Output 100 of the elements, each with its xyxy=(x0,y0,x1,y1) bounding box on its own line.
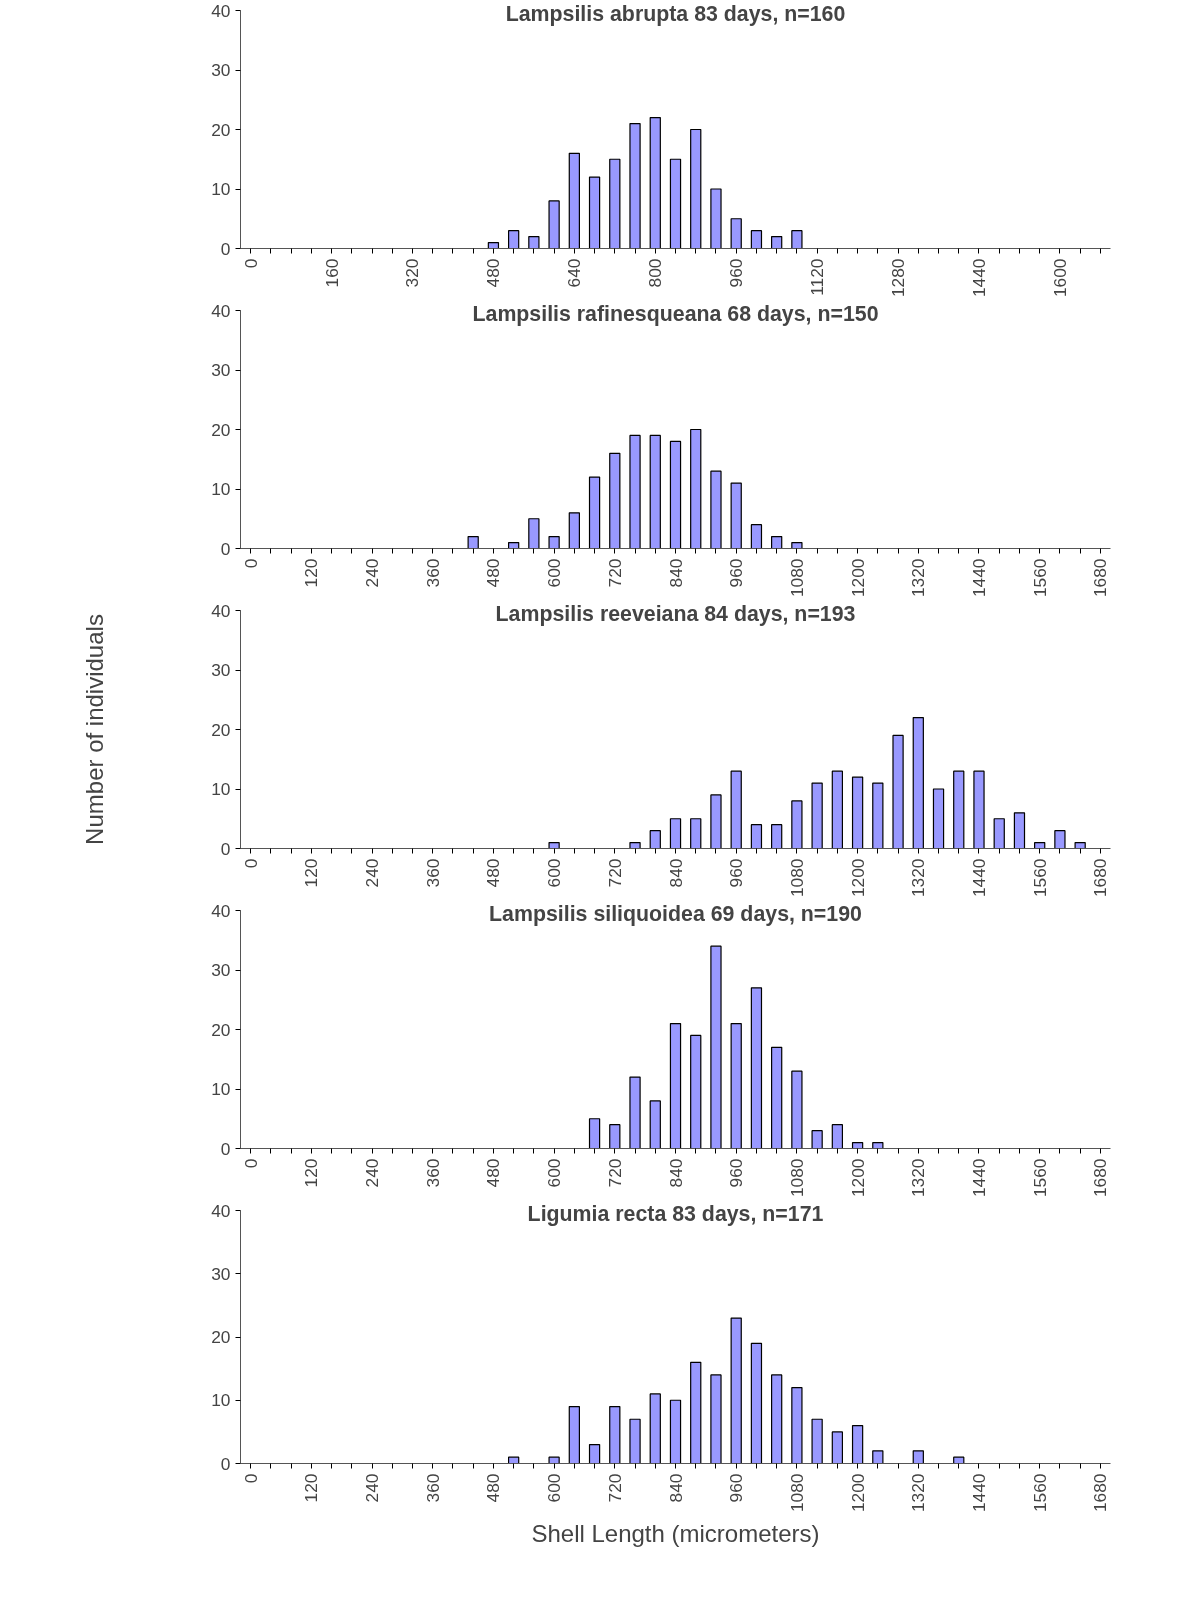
y-tick-label: 10 xyxy=(211,1079,231,1099)
x-tick-label: 0 xyxy=(240,858,261,869)
x-tick-label: 1680 xyxy=(1090,858,1111,898)
x-tick-label: 960 xyxy=(726,258,747,288)
y-tick-label: 20 xyxy=(211,719,231,740)
chart-title: Lampsilis abrupta 83 days, n=160 xyxy=(505,1,846,26)
x-tick-label: 0 xyxy=(240,258,261,269)
x-tick-label: 960 xyxy=(726,858,747,888)
x-tick-label: 0 xyxy=(240,1158,261,1169)
chart-title: Lampsilis rafinesqueana 68 days, n=150 xyxy=(472,301,879,326)
y-tick-label: 40 xyxy=(211,900,231,921)
x-tick-label: 640 xyxy=(564,258,585,288)
x-tick-label: 1560 xyxy=(1029,1158,1050,1198)
x-tick-label: 1200 xyxy=(847,1473,868,1513)
x-tick-label: 480 xyxy=(483,858,504,888)
y-tick-label: 20 xyxy=(211,1327,231,1347)
x-tick-label: 240 xyxy=(362,858,383,888)
x-tick-label: 1440 xyxy=(968,858,989,898)
y-tick-label: 30 xyxy=(211,60,231,80)
x-tick-label: 480 xyxy=(483,558,504,588)
y-tick-label: 30 xyxy=(211,360,231,380)
x-tick-label: 840 xyxy=(665,1473,686,1503)
x-tick-label: 720 xyxy=(604,1158,625,1188)
x-tick-label: 1440 xyxy=(968,558,989,598)
x-tick-label: 480 xyxy=(483,258,504,288)
x-tick-label: 840 xyxy=(665,858,686,888)
x-tick-label: 0 xyxy=(240,1473,261,1484)
x-tick-label: 840 xyxy=(665,558,686,588)
x-tick-label: 1320 xyxy=(908,1158,929,1198)
x-tick-label: 1200 xyxy=(847,558,868,598)
y-tick-label: 40 xyxy=(211,0,231,21)
x-tick-label: 600 xyxy=(544,858,565,888)
x-tick-label: 320 xyxy=(402,258,423,288)
x-tick-label: 360 xyxy=(422,858,443,888)
x-tick-label: 600 xyxy=(544,1473,565,1503)
x-tick-label: 240 xyxy=(362,1158,383,1188)
x-tick-label: 1200 xyxy=(847,858,868,898)
x-tick-label: 1680 xyxy=(1090,1158,1111,1198)
x-tick-label: 1440 xyxy=(968,258,989,298)
x-axis-title: Shell Length (micrometers) xyxy=(531,1520,820,1548)
x-tick-label: 1560 xyxy=(1029,558,1050,598)
x-tick-label: 240 xyxy=(362,1473,383,1503)
x-tick-label: 360 xyxy=(422,1158,443,1188)
x-tick-label: 120 xyxy=(301,558,322,588)
x-tick-label: 120 xyxy=(301,858,322,888)
x-tick-label: 960 xyxy=(726,558,747,588)
x-tick-label: 1200 xyxy=(847,1158,868,1198)
x-tick-label: 1080 xyxy=(786,1473,807,1513)
x-tick-label: 1080 xyxy=(786,1158,807,1198)
x-tick-label: 480 xyxy=(483,1473,504,1503)
x-tick-label: 1080 xyxy=(786,858,807,898)
x-tick-label: 1680 xyxy=(1090,558,1111,598)
y-tick-label: 40 xyxy=(211,600,231,621)
x-tick-label: 1080 xyxy=(786,558,807,598)
y-axis-title: Number of individuals xyxy=(81,614,109,845)
x-tick-label: 1320 xyxy=(908,558,929,598)
y-tick-label: 40 xyxy=(211,1200,231,1221)
x-tick-label: 1560 xyxy=(1029,1473,1050,1513)
x-tick-label: 160 xyxy=(321,258,342,288)
x-tick-label: 720 xyxy=(604,1473,625,1503)
y-tick-label: 30 xyxy=(211,660,231,680)
x-tick-label: 1320 xyxy=(908,1473,929,1513)
x-tick-label: 1560 xyxy=(1029,858,1050,898)
x-tick-label: 840 xyxy=(665,1158,686,1188)
y-tick-label: 30 xyxy=(211,1263,231,1284)
y-tick-label: 10 xyxy=(211,479,231,499)
x-tick-label: 1440 xyxy=(968,1473,989,1513)
y-tick-label: 10 xyxy=(211,779,231,799)
chart-title: Lampsilis reeveiana 84 days, n=193 xyxy=(495,601,856,626)
x-tick-label: 1680 xyxy=(1090,1473,1111,1513)
x-tick-label: 480 xyxy=(483,1158,504,1188)
x-tick-label: 720 xyxy=(604,858,625,888)
x-tick-label: 120 xyxy=(301,1473,322,1503)
x-tick-label: 600 xyxy=(544,558,565,588)
y-tick-label: 0 xyxy=(220,538,231,559)
y-tick-label: 20 xyxy=(211,419,231,440)
x-tick-label: 0 xyxy=(240,558,261,569)
y-tick-label: 10 xyxy=(211,179,231,199)
y-tick-label: 20 xyxy=(211,1019,231,1040)
x-tick-label: 960 xyxy=(726,1473,747,1503)
x-tick-label: 120 xyxy=(301,1158,322,1188)
y-tick-label: 40 xyxy=(211,300,231,321)
x-tick-label: 800 xyxy=(645,258,666,288)
x-tick-label: 1120 xyxy=(807,258,828,296)
chart-title: Ligumia recta 83 days, n=171 xyxy=(527,1201,824,1226)
y-tick-label: 0 xyxy=(220,1453,231,1474)
chart-title: Lampsilis siliquoidea 69 days, n=190 xyxy=(489,901,862,926)
y-tick-label: 0 xyxy=(220,1138,231,1159)
x-tick-label: 1440 xyxy=(968,1158,989,1198)
x-tick-label: 1600 xyxy=(1049,258,1070,298)
x-tick-label: 240 xyxy=(362,558,383,588)
y-tick-label: 0 xyxy=(220,838,231,859)
x-tick-label: 360 xyxy=(422,558,443,588)
x-tick-label: 960 xyxy=(726,1158,747,1188)
x-tick-label: 1320 xyxy=(908,858,929,898)
y-tick-label: 10 xyxy=(211,1390,231,1411)
x-tick-label: 360 xyxy=(422,1473,443,1503)
y-tick-label: 30 xyxy=(211,960,231,980)
x-tick-label: 600 xyxy=(544,1158,565,1188)
x-tick-label: 720 xyxy=(604,558,625,588)
